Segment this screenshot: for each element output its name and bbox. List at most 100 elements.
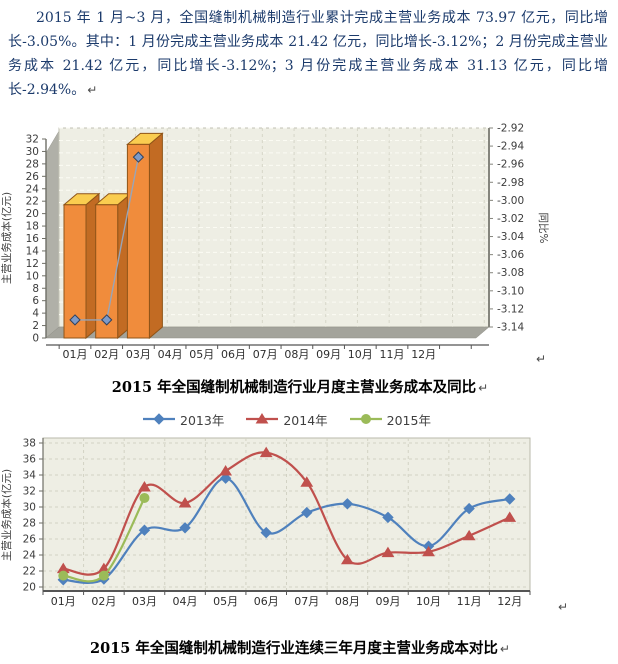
x-tick-label: 04月 (158, 348, 183, 361)
y-tick-label: 24 (26, 183, 40, 195)
x-tick-label: 01月 (51, 595, 76, 608)
y2-tick-label: -3.12 (497, 303, 524, 315)
yoy-line-series (69, 151, 145, 326)
x-tick-label: 02月 (94, 348, 119, 361)
marker-2014年-12月 (503, 511, 517, 522)
x-tick-label: 08月 (335, 595, 360, 608)
marker-2013年-03月 (138, 524, 151, 536)
y-axis: 20 22 24 26 28 30 32 34 36 38 (23, 438, 44, 594)
bar-line-chart-svg: 02468101214161820222426283032主营业务成本(亿元)-… (0, 123, 550, 362)
y-tick-label: 20 (26, 208, 39, 220)
x-axis: 01月 02月 03月 04月 05月 06月 07月 08月 09月 10月 11月 12月 (42, 590, 531, 608)
legend-marker (360, 414, 371, 424)
x-tick-label: 09月 (375, 595, 400, 608)
x-tick-label: 11月 (457, 595, 482, 608)
bar-front (126, 143, 150, 339)
legend-marker-icon (143, 413, 176, 425)
y2-tick-label: -3.02 (497, 213, 524, 225)
y-tick-label: 2 (32, 320, 39, 332)
y-tick-label: 26 (23, 534, 37, 546)
y-axis-title: 主营业务成本(亿元) (0, 469, 13, 561)
legend-label: 2013年 (180, 412, 225, 428)
x-tick-label: 06月 (221, 348, 246, 361)
x-tick-label: 11月 (380, 348, 405, 361)
marker-2013年-06月 (260, 526, 272, 539)
y-tick-label: 24 (23, 550, 37, 562)
legend-marker-icon (349, 414, 382, 424)
x-tick-label: 02月 (91, 595, 116, 608)
y-tick-label: 38 (23, 438, 36, 450)
y2-tick-label: -2.94 (497, 141, 524, 153)
paragraph-mark-icon: ↵ (87, 83, 98, 97)
summary-paragraph: 2015 年 1 月~3 月，全国缝制机械制造行业累计完成主营业务成本 73.9… (8, 6, 608, 102)
x-axis: 01月 02月 03月 04月 05月 06月 07月 08月 09月 10月 11月 12月 (46, 344, 489, 361)
y-tick-label: 22 (26, 196, 39, 208)
x-tick-label: 07月 (253, 348, 278, 361)
y-tick-label: 14 (26, 245, 40, 257)
y-tick-label: 20 (23, 582, 36, 594)
legend-label: 2015年 (386, 412, 431, 428)
legend-label: 2014年 (283, 412, 328, 428)
y2-tick-label: -3.08 (497, 267, 524, 279)
y-tick-label: 30 (26, 146, 39, 158)
x-tick-label: 01月 (63, 348, 88, 361)
marker-2015年-02月 (98, 570, 109, 581)
marker-2014年-10月 (422, 545, 435, 557)
y-tick-label: 32 (26, 134, 39, 146)
legend-marker (255, 413, 269, 424)
y2-tick-label: -2.98 (497, 177, 524, 189)
marker-2014年-04月 (178, 497, 192, 508)
legend-item-2013年: 2013年 (143, 410, 224, 429)
marker-2014年-03月 (138, 481, 151, 492)
y-tick-label: 10 (26, 270, 39, 282)
y-tick-label: 6 (32, 295, 39, 307)
paragraph-mark-icon: ↵ (536, 352, 547, 366)
y-tick-label: 8 (32, 283, 39, 295)
y-tick-label: 22 (23, 566, 36, 578)
marker-2014年-06月 (259, 446, 273, 458)
y-axis-title: 主营业务成本(亿元) (0, 192, 13, 284)
y2-tick-label: -3.04 (497, 231, 524, 243)
y-tick-label: 4 (32, 308, 39, 320)
marker-2013年-07月 (301, 506, 313, 519)
x-tick-label: 12月 (411, 348, 436, 361)
x-tick-label: 10月 (416, 595, 441, 608)
x-tick-label: 04月 (173, 595, 198, 608)
x-tick-label: 05月 (189, 348, 214, 361)
yoy-marker-02月 (100, 314, 113, 326)
bar-series (62, 132, 164, 340)
line-chart: 20 22 24 26 28 30 32 34 36 38 主营业务成本(亿元) 01月 02月 03月 0… (0, 435, 618, 617)
y-tick-label: 28 (26, 158, 39, 170)
y2-tick-label: -3.14 (497, 322, 524, 334)
y-tick-label: 0 (32, 333, 39, 345)
marker-2015年-01月 (58, 570, 69, 581)
y-tick-label: 16 (26, 233, 40, 245)
bar-side (148, 132, 163, 340)
paragraph-mark-icon: ↵ (499, 642, 510, 656)
line-series-2015年 (58, 492, 150, 583)
marker-2014年-05月 (219, 465, 233, 476)
legend-marker (153, 413, 165, 425)
y-tick-label: 32 (23, 486, 36, 498)
marker-2014年-11月 (462, 529, 476, 541)
marker-2013年-09月 (382, 511, 394, 524)
x-tick-label: 10月 (348, 348, 373, 361)
marker-2013年-12月 (504, 493, 516, 505)
marker-2013年-08月 (341, 498, 354, 510)
y-tick-label: 26 (26, 171, 40, 183)
chart1-caption-text: 2015 年全国缝制机械制造行业月度主营业务成本及同比 (111, 379, 477, 396)
y-tick-label: 34 (23, 470, 37, 482)
marker-2014年-09月 (381, 546, 395, 558)
gridlines (43, 438, 530, 591)
legend-item-2015年: 2015年 (349, 410, 431, 429)
y-tick-label: 28 (23, 518, 36, 530)
chart2-caption-text: 2015 年全国缝制机械制造行业连续三年月度主营业务成本对比 (90, 640, 498, 657)
y-tick-label: 36 (23, 454, 37, 466)
bar-line-chart: 0 2 4 6 8 10 12 14 16 18 20 22 24 26 28 30 32 主营业务成本(亿元) -… (0, 114, 618, 372)
x-tick-label: 03月 (126, 348, 151, 361)
y-tick-label: 30 (23, 502, 36, 514)
legend-item-2014年: 2014年 (246, 410, 328, 429)
paragraph-mark-icon: ↵ (558, 600, 569, 614)
paragraph-mark-icon: ↵ (478, 381, 489, 395)
